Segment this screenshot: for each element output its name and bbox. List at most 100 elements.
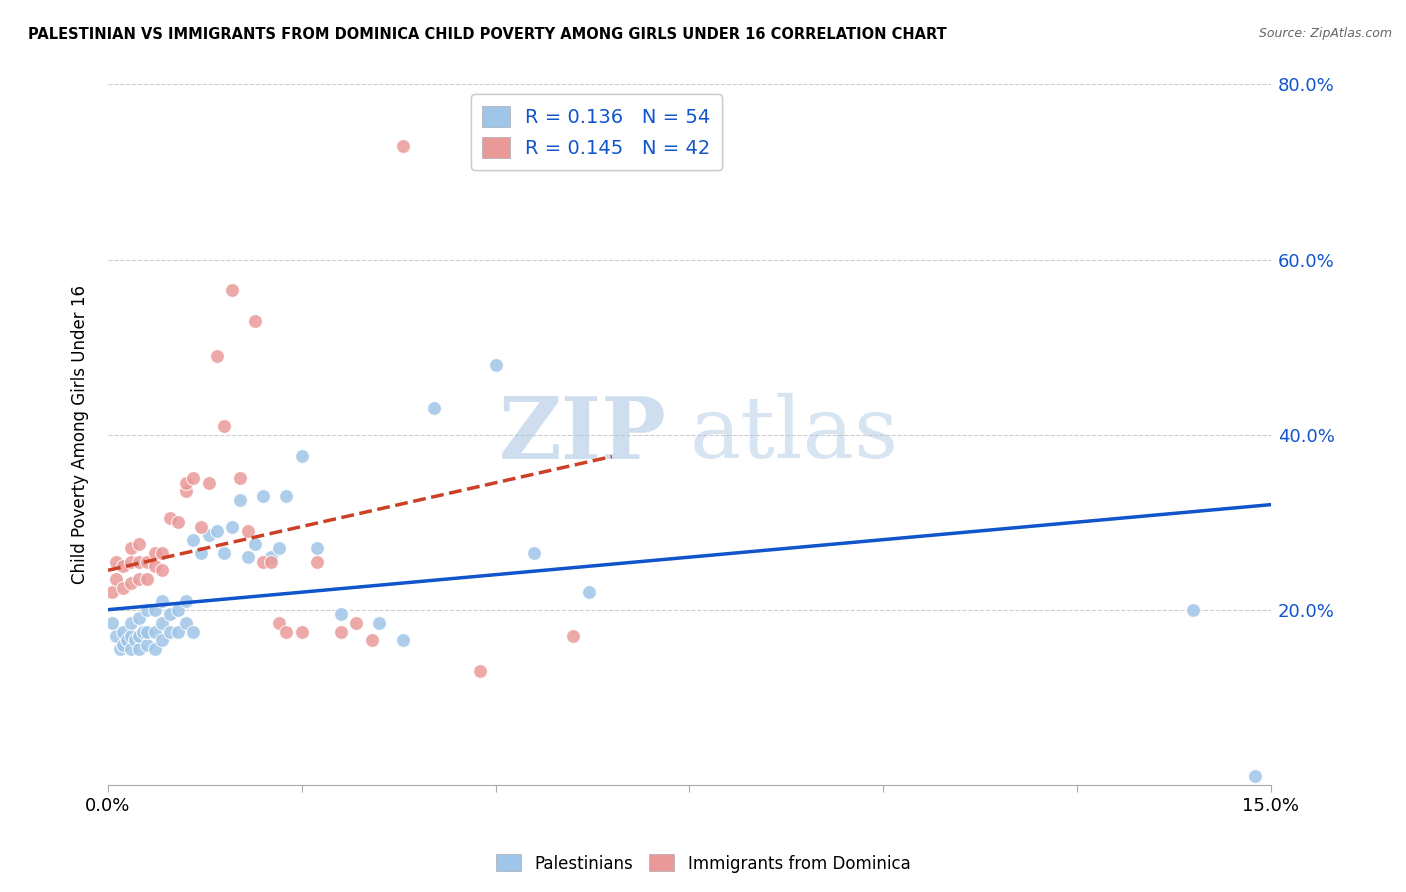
- Point: [120, 615, 142, 630]
- Point: [104, 629, 127, 643]
- Point: [120, 555, 142, 569]
- Point: [422, 401, 444, 416]
- Point: [135, 602, 157, 616]
- Point: [205, 524, 228, 538]
- Point: [135, 638, 157, 652]
- Point: [128, 611, 150, 625]
- Point: [120, 629, 142, 643]
- Point: [245, 314, 267, 328]
- Point: [104, 572, 127, 586]
- Point: [112, 624, 135, 639]
- Point: [229, 493, 252, 508]
- Point: [174, 615, 197, 630]
- Point: [120, 541, 142, 556]
- Point: [181, 533, 204, 547]
- Point: [468, 664, 491, 678]
- Point: [236, 550, 259, 565]
- Point: [245, 537, 267, 551]
- Point: [267, 615, 290, 630]
- Point: [143, 624, 166, 639]
- Point: [562, 629, 585, 643]
- Point: [166, 602, 188, 616]
- Point: [360, 633, 382, 648]
- Point: [143, 558, 166, 573]
- Point: [181, 624, 204, 639]
- Point: [1182, 602, 1205, 616]
- Point: [229, 471, 252, 485]
- Point: [135, 572, 157, 586]
- Point: [260, 550, 283, 565]
- Text: atlas: atlas: [689, 393, 898, 476]
- Point: [252, 489, 274, 503]
- Point: [112, 581, 135, 595]
- Point: [143, 602, 166, 616]
- Legend: Palestinians, Immigrants from Dominica: Palestinians, Immigrants from Dominica: [489, 847, 917, 880]
- Point: [214, 418, 236, 433]
- Point: [108, 642, 131, 657]
- Point: [391, 633, 413, 648]
- Point: [174, 594, 197, 608]
- Point: [1244, 769, 1267, 783]
- Point: [174, 484, 197, 499]
- Point: [291, 624, 314, 639]
- Point: [159, 607, 181, 621]
- Point: [150, 546, 173, 560]
- Point: [368, 615, 391, 630]
- Point: [329, 607, 352, 621]
- Point: [307, 555, 329, 569]
- Point: [391, 138, 413, 153]
- Point: [101, 615, 124, 630]
- Point: [124, 633, 146, 648]
- Point: [236, 524, 259, 538]
- Point: [190, 519, 212, 533]
- Point: [150, 594, 173, 608]
- Point: [120, 576, 142, 591]
- Point: [344, 615, 367, 630]
- Point: [101, 585, 124, 599]
- Point: [276, 624, 298, 639]
- Point: [128, 555, 150, 569]
- Point: [307, 541, 329, 556]
- Point: [166, 515, 188, 529]
- Point: [291, 450, 314, 464]
- Point: [135, 555, 157, 569]
- Point: [267, 541, 290, 556]
- Point: [523, 546, 546, 560]
- Point: [260, 555, 283, 569]
- Point: [150, 633, 173, 648]
- Point: [112, 638, 135, 652]
- Point: [159, 624, 181, 639]
- Y-axis label: Child Poverty Among Girls Under 16: Child Poverty Among Girls Under 16: [72, 285, 89, 584]
- Text: Source: ZipAtlas.com: Source: ZipAtlas.com: [1258, 27, 1392, 40]
- Legend: R = 0.136   N = 54, R = 0.145   N = 42: R = 0.136 N = 54, R = 0.145 N = 42: [471, 95, 723, 169]
- Point: [128, 642, 150, 657]
- Text: ZIP: ZIP: [499, 392, 666, 476]
- Point: [221, 283, 243, 297]
- Point: [112, 558, 135, 573]
- Point: [197, 475, 219, 490]
- Point: [104, 555, 127, 569]
- Point: [143, 546, 166, 560]
- Point: [159, 510, 181, 524]
- Point: [190, 546, 212, 560]
- Point: [128, 629, 150, 643]
- Point: [128, 537, 150, 551]
- Point: [128, 572, 150, 586]
- Point: [214, 546, 236, 560]
- Point: [578, 585, 600, 599]
- Point: [205, 349, 228, 363]
- Point: [485, 358, 508, 372]
- Point: [276, 489, 298, 503]
- Point: [252, 555, 274, 569]
- Text: PALESTINIAN VS IMMIGRANTS FROM DOMINICA CHILD POVERTY AMONG GIRLS UNDER 16 CORRE: PALESTINIAN VS IMMIGRANTS FROM DOMINICA …: [28, 27, 946, 42]
- Point: [132, 624, 155, 639]
- Point: [197, 528, 219, 542]
- Point: [150, 615, 173, 630]
- Point: [174, 475, 197, 490]
- Point: [150, 563, 173, 577]
- Point: [117, 633, 139, 648]
- Point: [120, 642, 142, 657]
- Point: [143, 642, 166, 657]
- Point: [135, 624, 157, 639]
- Point: [221, 519, 243, 533]
